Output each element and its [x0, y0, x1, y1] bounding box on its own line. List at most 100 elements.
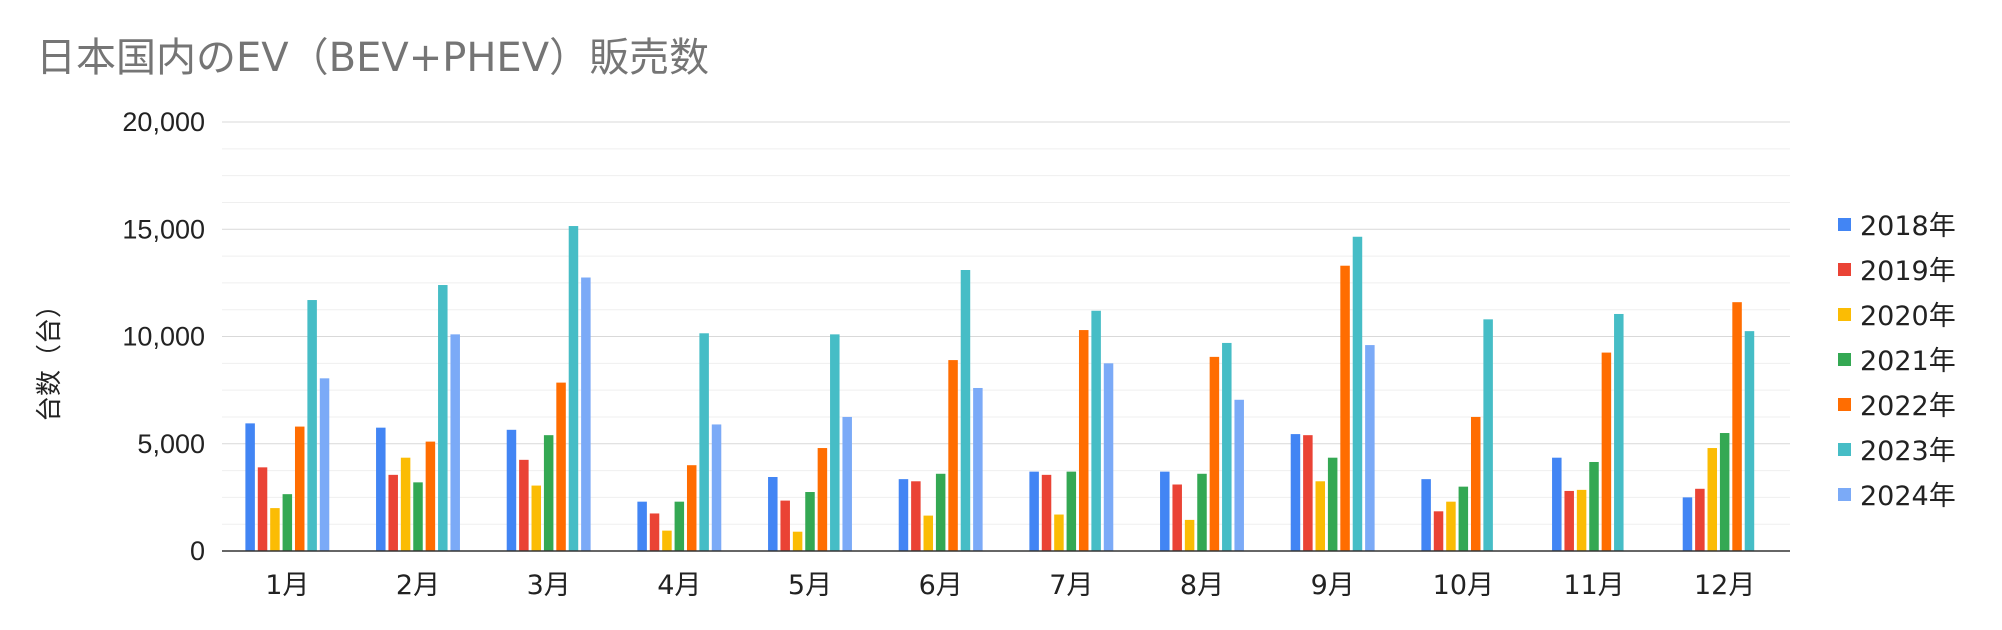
bar-2021年-6月: [935, 473, 946, 551]
y-tick-label: 10,000: [122, 322, 205, 352]
bar-2019年-3月: [519, 459, 529, 551]
legend-swatch: [1838, 263, 1851, 276]
bar-2022年-12月: [1732, 302, 1742, 551]
bar-2019年-6月: [911, 481, 921, 551]
bar-2019年-2月: [388, 474, 398, 551]
bar-2021年-8月: [1197, 473, 1207, 551]
y-tick-label: 20,000: [122, 107, 205, 137]
x-tick-label: 12月: [1694, 570, 1755, 601]
bar-2022年-10月: [1470, 416, 1481, 551]
bar-2023年-10月: [1483, 319, 1493, 551]
bar-2021年-3月: [543, 435, 554, 551]
x-tick-label: 6月: [919, 570, 963, 601]
legend-label: 2021年: [1860, 346, 1956, 377]
bar-2024年-1月: [319, 378, 330, 551]
bar-2019年-5月: [780, 500, 790, 551]
gridlines: [222, 121, 1790, 525]
bar-2019年-4月: [649, 513, 660, 551]
bar-2022年-6月: [948, 360, 958, 551]
bar-2023年-3月: [568, 226, 579, 551]
bar-2018年-9月: [1290, 434, 1301, 551]
bar-2019年-11月: [1564, 490, 1574, 551]
bar-2023年-2月: [438, 285, 448, 551]
bar-2023年-1月: [307, 300, 317, 551]
legend-label: 2023年: [1860, 436, 1956, 467]
chart-title: 日本国内のEV（BEV+PHEV）販売数: [36, 35, 709, 81]
bar-2021年-5月: [805, 492, 815, 551]
legend: 2018年 2019年 2020年 2021年 2022年 2023年 2024年: [1838, 211, 1956, 512]
bar-2023年-12月: [1744, 331, 1755, 551]
bar-2020年-10月: [1446, 501, 1456, 551]
legend-swatch: [1838, 308, 1851, 321]
bar-2022年-9月: [1340, 265, 1350, 551]
bar-2022年-5月: [817, 448, 828, 551]
x-tick-label: 4月: [657, 570, 701, 601]
bar-2021年-12月: [1719, 433, 1730, 551]
bar-2024年-7月: [1103, 363, 1114, 551]
bar-2020年-8月: [1184, 519, 1195, 551]
legend-swatch: [1838, 488, 1851, 501]
bar-2020年-6月: [923, 515, 934, 551]
legend-swatch: [1838, 443, 1851, 456]
bar-2022年-11月: [1601, 352, 1612, 551]
bar-2020年-12月: [1707, 448, 1718, 551]
bar-2023年-8月: [1222, 342, 1232, 551]
y-axis-label: 台数（台）: [35, 292, 65, 422]
bar-2020年-1月: [270, 508, 280, 551]
bar-2023年-4月: [699, 333, 709, 551]
bar-2021年-2月: [413, 482, 423, 551]
bar-2020年-4月: [662, 530, 672, 551]
bar-2021年-7月: [1066, 471, 1077, 551]
bar-2021年-1月: [282, 494, 293, 551]
bar-2022年-4月: [686, 465, 697, 551]
bar-2023年-9月: [1352, 236, 1363, 551]
bar-2022年-1月: [294, 426, 305, 551]
bar-2024年-6月: [973, 387, 983, 551]
x-tick-label: 5月: [788, 570, 832, 601]
x-tick-label: 1月: [265, 570, 309, 601]
x-tick-label: 11月: [1563, 570, 1624, 601]
legend-swatch: [1838, 353, 1851, 366]
bar-2019年-9月: [1303, 435, 1313, 551]
bar-2024年-3月: [581, 277, 591, 551]
x-tick-label: 7月: [1049, 570, 1093, 601]
bar-2019年-1月: [257, 467, 268, 551]
x-tick-label: 10月: [1433, 570, 1494, 601]
legend-label: 2018年: [1860, 211, 1956, 242]
y-tick-label: 15,000: [122, 214, 205, 244]
bar-2021年-9月: [1327, 457, 1338, 551]
bar-2020年-11月: [1576, 489, 1587, 551]
legend-label: 2019年: [1860, 256, 1956, 287]
bar-2018年-7月: [1029, 471, 1039, 551]
bar-2019年-7月: [1041, 474, 1052, 551]
bar-2018年-1月: [245, 423, 255, 551]
bar-2022年-2月: [425, 441, 436, 551]
bar-2018年-11月: [1552, 457, 1562, 551]
x-tick-label: 9月: [1311, 570, 1355, 601]
bar-2020年-5月: [792, 531, 803, 551]
legend-swatch: [1838, 398, 1851, 411]
bars: [245, 226, 1755, 551]
bar-2023年-6月: [960, 270, 971, 551]
x-tick-label: 3月: [527, 570, 571, 601]
bar-2018年-8月: [1160, 471, 1170, 551]
x-tick-label: 8月: [1180, 570, 1224, 601]
bar-2022年-3月: [556, 382, 566, 551]
bar-2018年-12月: [1682, 497, 1693, 551]
bar-2019年-12月: [1695, 488, 1705, 551]
bar-2023年-7月: [1091, 310, 1101, 551]
bar-2024年-2月: [450, 334, 460, 551]
bar-2022年-7月: [1078, 330, 1089, 551]
bar-2020年-3月: [531, 485, 542, 551]
bar-2018年-2月: [376, 427, 386, 551]
bar-2018年-3月: [506, 429, 517, 551]
bar-2023年-11月: [1614, 313, 1624, 551]
bar-2024年-9月: [1365, 345, 1375, 551]
bar-2021年-11月: [1589, 461, 1599, 551]
y-axis-ticks: 0 5,000 10,000 15,000 20,000: [122, 107, 205, 566]
bar-2018年-10月: [1421, 479, 1431, 551]
bar-2023年-5月: [830, 334, 840, 551]
bar-2024年-5月: [842, 416, 852, 551]
bar-2024年-4月: [711, 424, 722, 551]
